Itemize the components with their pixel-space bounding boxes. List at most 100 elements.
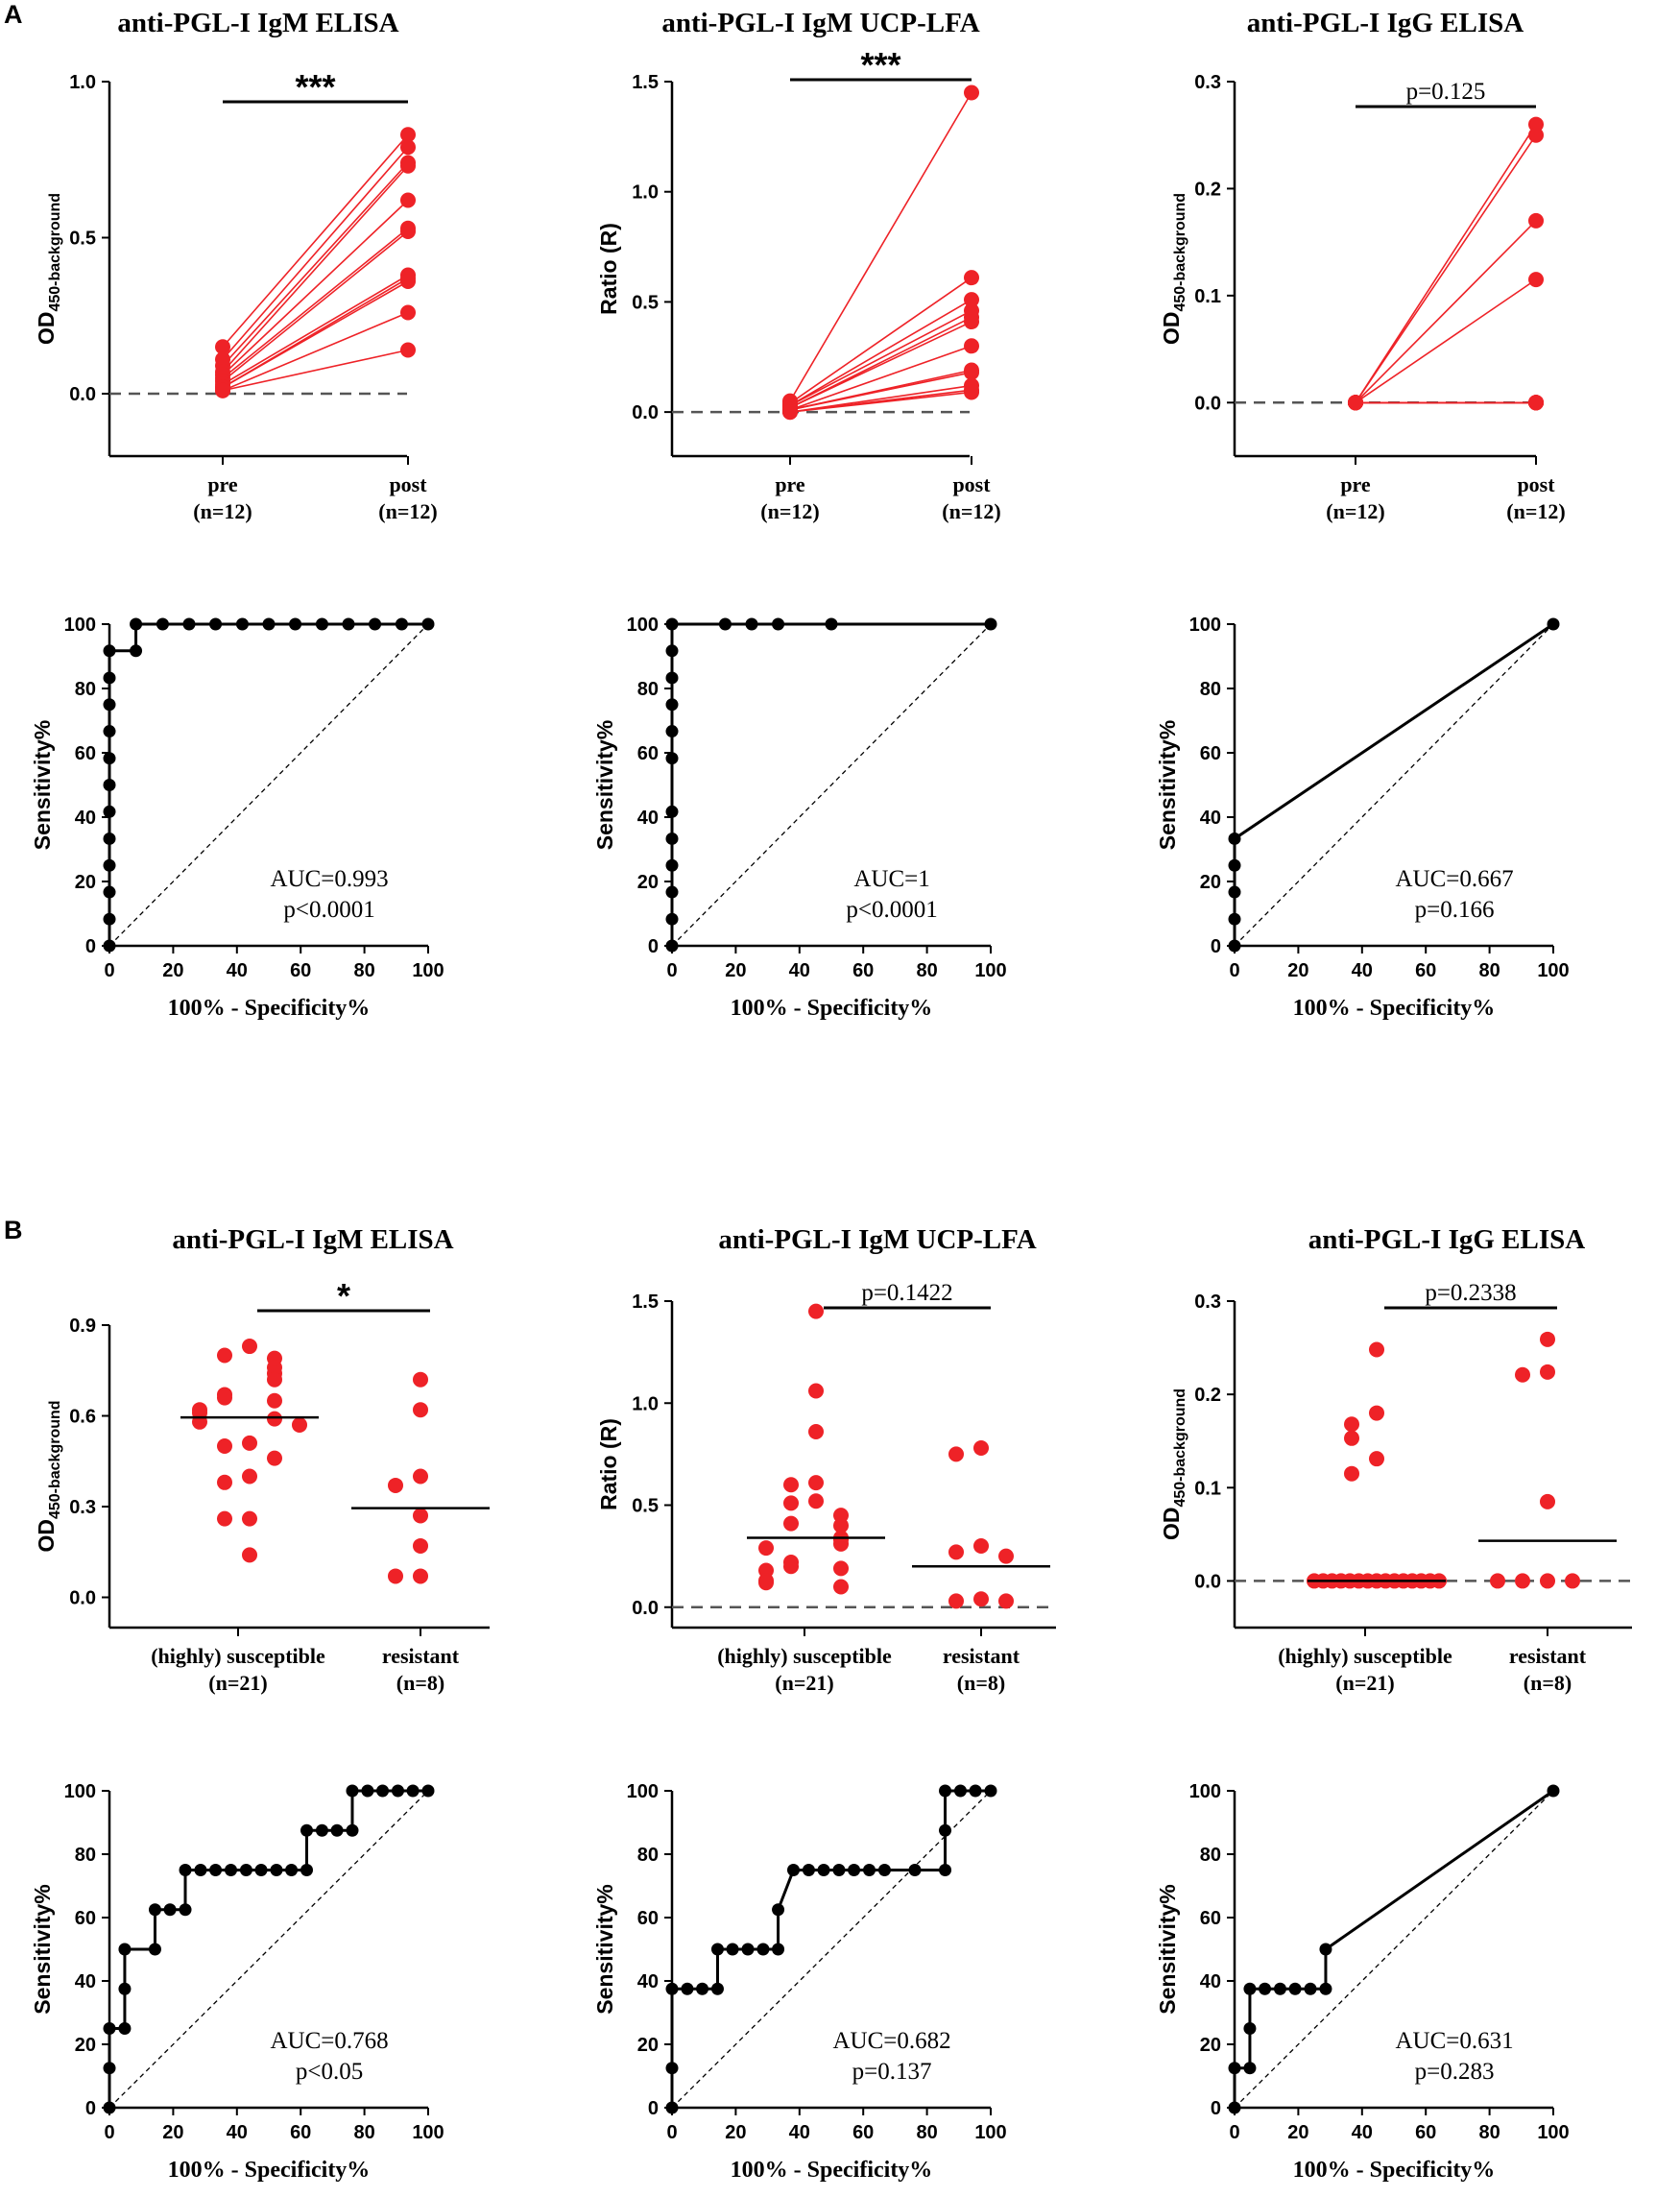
data-point xyxy=(242,1435,257,1451)
x-tick-label: 0 xyxy=(1229,2122,1239,2143)
x-tick-label: 60 xyxy=(852,2122,874,2143)
roc-point xyxy=(182,617,196,631)
y-tick-label: 1.0 xyxy=(632,1393,659,1414)
x-tick-label: 80 xyxy=(1478,960,1500,981)
significance-label: p=0.2338 xyxy=(1425,1280,1516,1306)
post-point xyxy=(400,274,416,289)
y-axis-label: Ratio (R) xyxy=(596,223,621,315)
panel-label-b: B xyxy=(4,1216,23,1244)
data-point xyxy=(808,1475,824,1491)
post-point xyxy=(1528,212,1544,229)
y-tick-label: 0.3 xyxy=(1194,72,1221,93)
pair-line xyxy=(222,311,409,392)
category-n-label: (n=8) xyxy=(396,1671,444,1695)
category-n-label: (n=12) xyxy=(1506,499,1565,523)
roc-point xyxy=(1288,1982,1302,1995)
reference-diagonal xyxy=(108,1790,429,2109)
y-tick-label: 0.5 xyxy=(632,1496,659,1517)
roc-point xyxy=(1273,1982,1286,1995)
roc-point xyxy=(1228,912,1241,926)
data-point xyxy=(267,1392,282,1409)
auc-label: AUC=0.667 xyxy=(1396,866,1514,892)
pair-line xyxy=(222,230,409,382)
roc-point xyxy=(361,1784,374,1798)
roc-point xyxy=(330,1823,344,1837)
x-tick-label: 60 xyxy=(852,960,874,981)
data-point xyxy=(783,1495,799,1511)
x-tick-label: 20 xyxy=(1287,960,1308,981)
roc-point xyxy=(254,1864,268,1876)
pair-line xyxy=(789,92,972,402)
x-tick-label: 80 xyxy=(916,960,937,981)
x-tick-label: 0 xyxy=(666,2122,677,2143)
y-tick-label: 60 xyxy=(1200,1908,1221,1929)
post-point xyxy=(964,338,979,354)
y-tick-label: 40 xyxy=(1200,1971,1221,1992)
post-point xyxy=(964,314,979,330)
data-point xyxy=(413,1468,428,1485)
roc-point xyxy=(1228,939,1241,953)
x-tick-label: 100 xyxy=(412,960,444,981)
chart-5: 0 20 40 60 80 100 0 20 40 60 80 100 100% - Specifici… xyxy=(592,615,1007,1021)
chart-9: anti-PGL-I IgG ELISA 0.0 0.1 0.2 0.3 (highly)… xyxy=(1159,1224,1632,1695)
y-tick-label: 20 xyxy=(75,2035,96,2056)
data-point xyxy=(242,1510,257,1527)
pair-line xyxy=(1355,278,1537,403)
data-point xyxy=(217,1438,232,1454)
roc-point xyxy=(665,617,679,631)
category-label: resistant xyxy=(382,1644,460,1668)
y-tick-label: 0 xyxy=(85,2098,96,2119)
x-tick-label: 100 xyxy=(1537,2122,1569,2143)
roc-point xyxy=(1228,885,1241,899)
roc-point xyxy=(262,617,276,631)
y-tick-label: 20 xyxy=(637,872,659,893)
roc-point xyxy=(103,885,116,899)
x-tick-label: 20 xyxy=(725,960,746,981)
x-tick-label: 40 xyxy=(227,960,248,981)
roc-point xyxy=(179,1903,192,1917)
data-point xyxy=(1344,1465,1359,1482)
y-axis-label: Sensitivity% xyxy=(30,720,55,851)
roc-point xyxy=(908,1864,922,1876)
p-value-label: p<0.05 xyxy=(296,2059,363,2085)
category-n-label: (n=8) xyxy=(957,1671,1005,1695)
y-tick-label: 0.2 xyxy=(1194,179,1221,200)
chart-2: anti-PGL-I IgM UCP-LFA 0.0 0.5 1.0 1.5 pre (n=… xyxy=(596,8,1001,523)
x-axis-label: 100% - Specificity% xyxy=(168,996,371,1021)
y-tick-label: 100 xyxy=(627,615,659,636)
chart-title: anti-PGL-I IgG ELISA xyxy=(1308,1224,1585,1255)
category-n-label: (n=21) xyxy=(208,1671,267,1695)
category-n-label: (n=21) xyxy=(775,1671,833,1695)
pre-point xyxy=(215,339,230,355)
pair-line xyxy=(1355,134,1537,403)
y-tick-label: 0 xyxy=(648,2098,659,2119)
roc-point xyxy=(239,1864,252,1876)
y-axis-label: Sensitivity% xyxy=(592,720,617,851)
significance-label: *** xyxy=(860,45,900,84)
y-axis-label-subscript: 450-background xyxy=(47,1400,63,1519)
y-axis-label: OD450-background xyxy=(1159,193,1188,345)
roc-point xyxy=(1243,1982,1257,1995)
reference-diagonal xyxy=(108,623,429,947)
reference-diagonal xyxy=(1234,623,1554,947)
y-tick-label: 0.3 xyxy=(1194,1292,1221,1313)
x-axis-label: 100% - Specificity% xyxy=(168,2158,371,2183)
pair-line xyxy=(789,391,972,413)
roc-point xyxy=(665,939,679,953)
pair-line xyxy=(222,165,409,373)
category-label: (highly) susceptible xyxy=(717,1644,892,1668)
y-axis-label: OD450-background xyxy=(34,1400,63,1552)
reference-diagonal xyxy=(671,1790,992,2109)
roc-point xyxy=(194,1864,207,1876)
panel-label-a: A xyxy=(4,0,23,29)
data-point xyxy=(808,1303,824,1319)
roc-point xyxy=(863,1864,876,1876)
y-tick-label: 60 xyxy=(637,1908,659,1929)
roc-point xyxy=(342,617,355,631)
roc-point xyxy=(270,1864,283,1876)
roc-point xyxy=(817,1864,830,1876)
pre-point xyxy=(215,382,230,398)
post-point xyxy=(400,192,416,208)
data-point xyxy=(413,1537,428,1554)
roc-point xyxy=(969,1784,982,1798)
